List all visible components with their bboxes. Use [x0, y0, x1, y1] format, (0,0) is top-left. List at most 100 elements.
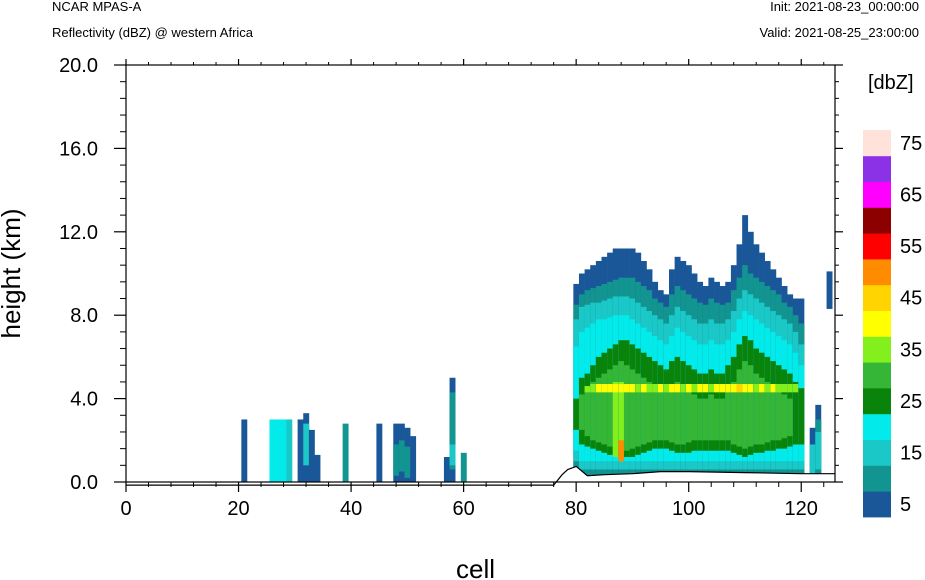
reflectivity-cell: [730, 381, 737, 445]
reflectivity-cell: [719, 384, 726, 393]
reflectivity-cell: [584, 386, 591, 393]
plot-border: [125, 64, 836, 483]
reflectivity-cell: [460, 452, 467, 482]
reflectivity-cell: [646, 381, 653, 443]
reflectivity-cell: [787, 384, 794, 393]
x-tick-label: 80: [565, 498, 587, 520]
reflectivity-cells: [241, 215, 833, 483]
colorbar-title: [dbZ]: [868, 72, 914, 94]
colorbar-tick-label: 35: [900, 339, 922, 361]
reflectivity-cell: [297, 419, 304, 482]
reflectivity-cell: [612, 381, 619, 457]
reflectivity-cell: [753, 384, 760, 393]
reflectivity-cell: [657, 384, 664, 393]
reflectivity-cell: [770, 386, 777, 441]
reflectivity-cell: [669, 384, 675, 393]
reflectivity-cell: [747, 384, 754, 393]
reflectivity-cell: [714, 398, 720, 441]
reflectivity-cell: [725, 390, 732, 441]
reflectivity-cell: [398, 440, 405, 472]
reflectivity-cell: [753, 373, 760, 445]
x-tick-label: 100: [672, 498, 705, 520]
x-tick-label: 60: [452, 498, 474, 520]
reflectivity-cell: [618, 440, 625, 462]
reflectivity-cell: [590, 381, 597, 441]
y-tick-label: 20.0: [59, 55, 98, 77]
reflectivity-cell: [623, 365, 630, 451]
x-tick-label: 20: [227, 498, 249, 520]
reflectivity-cell: [669, 386, 675, 443]
reflectivity-cell: [449, 444, 456, 466]
reflectivity-cell: [770, 384, 777, 393]
reflectivity-cell: [646, 384, 653, 393]
colorbar-swatch: [863, 336, 891, 363]
reflectivity-cell: [781, 394, 788, 439]
reflectivity-cell: [404, 446, 411, 478]
reflectivity-cell: [691, 394, 698, 441]
reflectivity-cell: [759, 384, 765, 393]
colorbar-swatch: [863, 388, 891, 415]
reflectivity-cell: [742, 384, 749, 393]
x-tick-label: 120: [785, 498, 818, 520]
reflectivity-cell: [607, 369, 614, 447]
colorbar-swatch: [863, 284, 891, 311]
reflectivity-cell: [663, 384, 670, 393]
colorbar-swatch: [863, 465, 891, 492]
y-axis-label: height (km): [0, 208, 26, 338]
reflectivity-cell: [449, 392, 456, 470]
colorbar-swatch: [863, 362, 891, 389]
colorbar-swatch: [863, 310, 891, 337]
reflectivity-cell: [618, 381, 625, 462]
reflectivity-cell: [342, 423, 349, 482]
reflectivity-cell: [730, 384, 737, 393]
colorbar-tick-label: 75: [900, 133, 922, 155]
colorbar-tick-label: 55: [900, 236, 922, 258]
reflectivity-cell: [241, 419, 248, 482]
reflectivity-cell: [674, 384, 681, 393]
reflectivity-cell: [601, 373, 608, 445]
reflectivity-cell: [280, 419, 287, 482]
reflectivity-cell: [702, 398, 709, 441]
reflectivity-cell: [629, 384, 636, 393]
reflectivity-cell: [798, 388, 805, 445]
y-tick-label: 4.0: [70, 389, 98, 411]
colorbar-swatch: [863, 413, 891, 440]
colorbar-swatch: [863, 259, 891, 286]
reflectivity-cell: [685, 390, 692, 443]
reflectivity-cell: [635, 384, 642, 393]
x-tick-label: 40: [340, 498, 362, 520]
reflectivity-cell: [618, 384, 625, 393]
reflectivity-cell: [578, 394, 585, 430]
reflectivity-cell: [623, 384, 630, 393]
colorbar-tick-label: 45: [900, 288, 922, 310]
model-name: NCAR MPAS-A: [52, 0, 142, 14]
reflectivity-cell: [635, 373, 642, 447]
colorbar-swatch: [863, 155, 891, 182]
reflectivity-cell: [680, 384, 687, 393]
reflectivity-cell: [652, 384, 659, 393]
colorbar-swatch: [863, 439, 891, 466]
reflectivity-cell: [376, 423, 383, 482]
colorbar-swatch: [863, 181, 891, 208]
reflectivity-cell: [685, 384, 692, 393]
reflectivity-cell: [314, 454, 321, 482]
reflectivity-cell: [809, 444, 816, 474]
y-tick-label: 12.0: [59, 222, 98, 244]
reflectivity-cell: [393, 444, 400, 476]
y-tick-label: 16.0: [59, 138, 98, 160]
reflectivity-cell: [736, 384, 743, 393]
reflectivity-cell: [775, 390, 782, 441]
reflectivity-cell: [708, 384, 715, 393]
reflectivity-cell: [691, 384, 698, 393]
init-time: Init: 2021-08-23_00:00:00: [770, 0, 919, 14]
terrain-fill: [126, 466, 835, 486]
terrain-layer: [126, 465, 835, 486]
reflectivity-cell: [601, 384, 608, 393]
terrain-line: [126, 465, 835, 486]
reflectivity-cell: [680, 386, 687, 445]
axes: 0 20 40 60 80 100 120 0.0 4.0 8.0 12.0 16.0 20.0 cell…: [0, 55, 843, 580]
reflectivity-cell: [697, 398, 704, 441]
reflectivity-cell: [719, 398, 726, 441]
reflectivity-cell: [640, 384, 647, 393]
